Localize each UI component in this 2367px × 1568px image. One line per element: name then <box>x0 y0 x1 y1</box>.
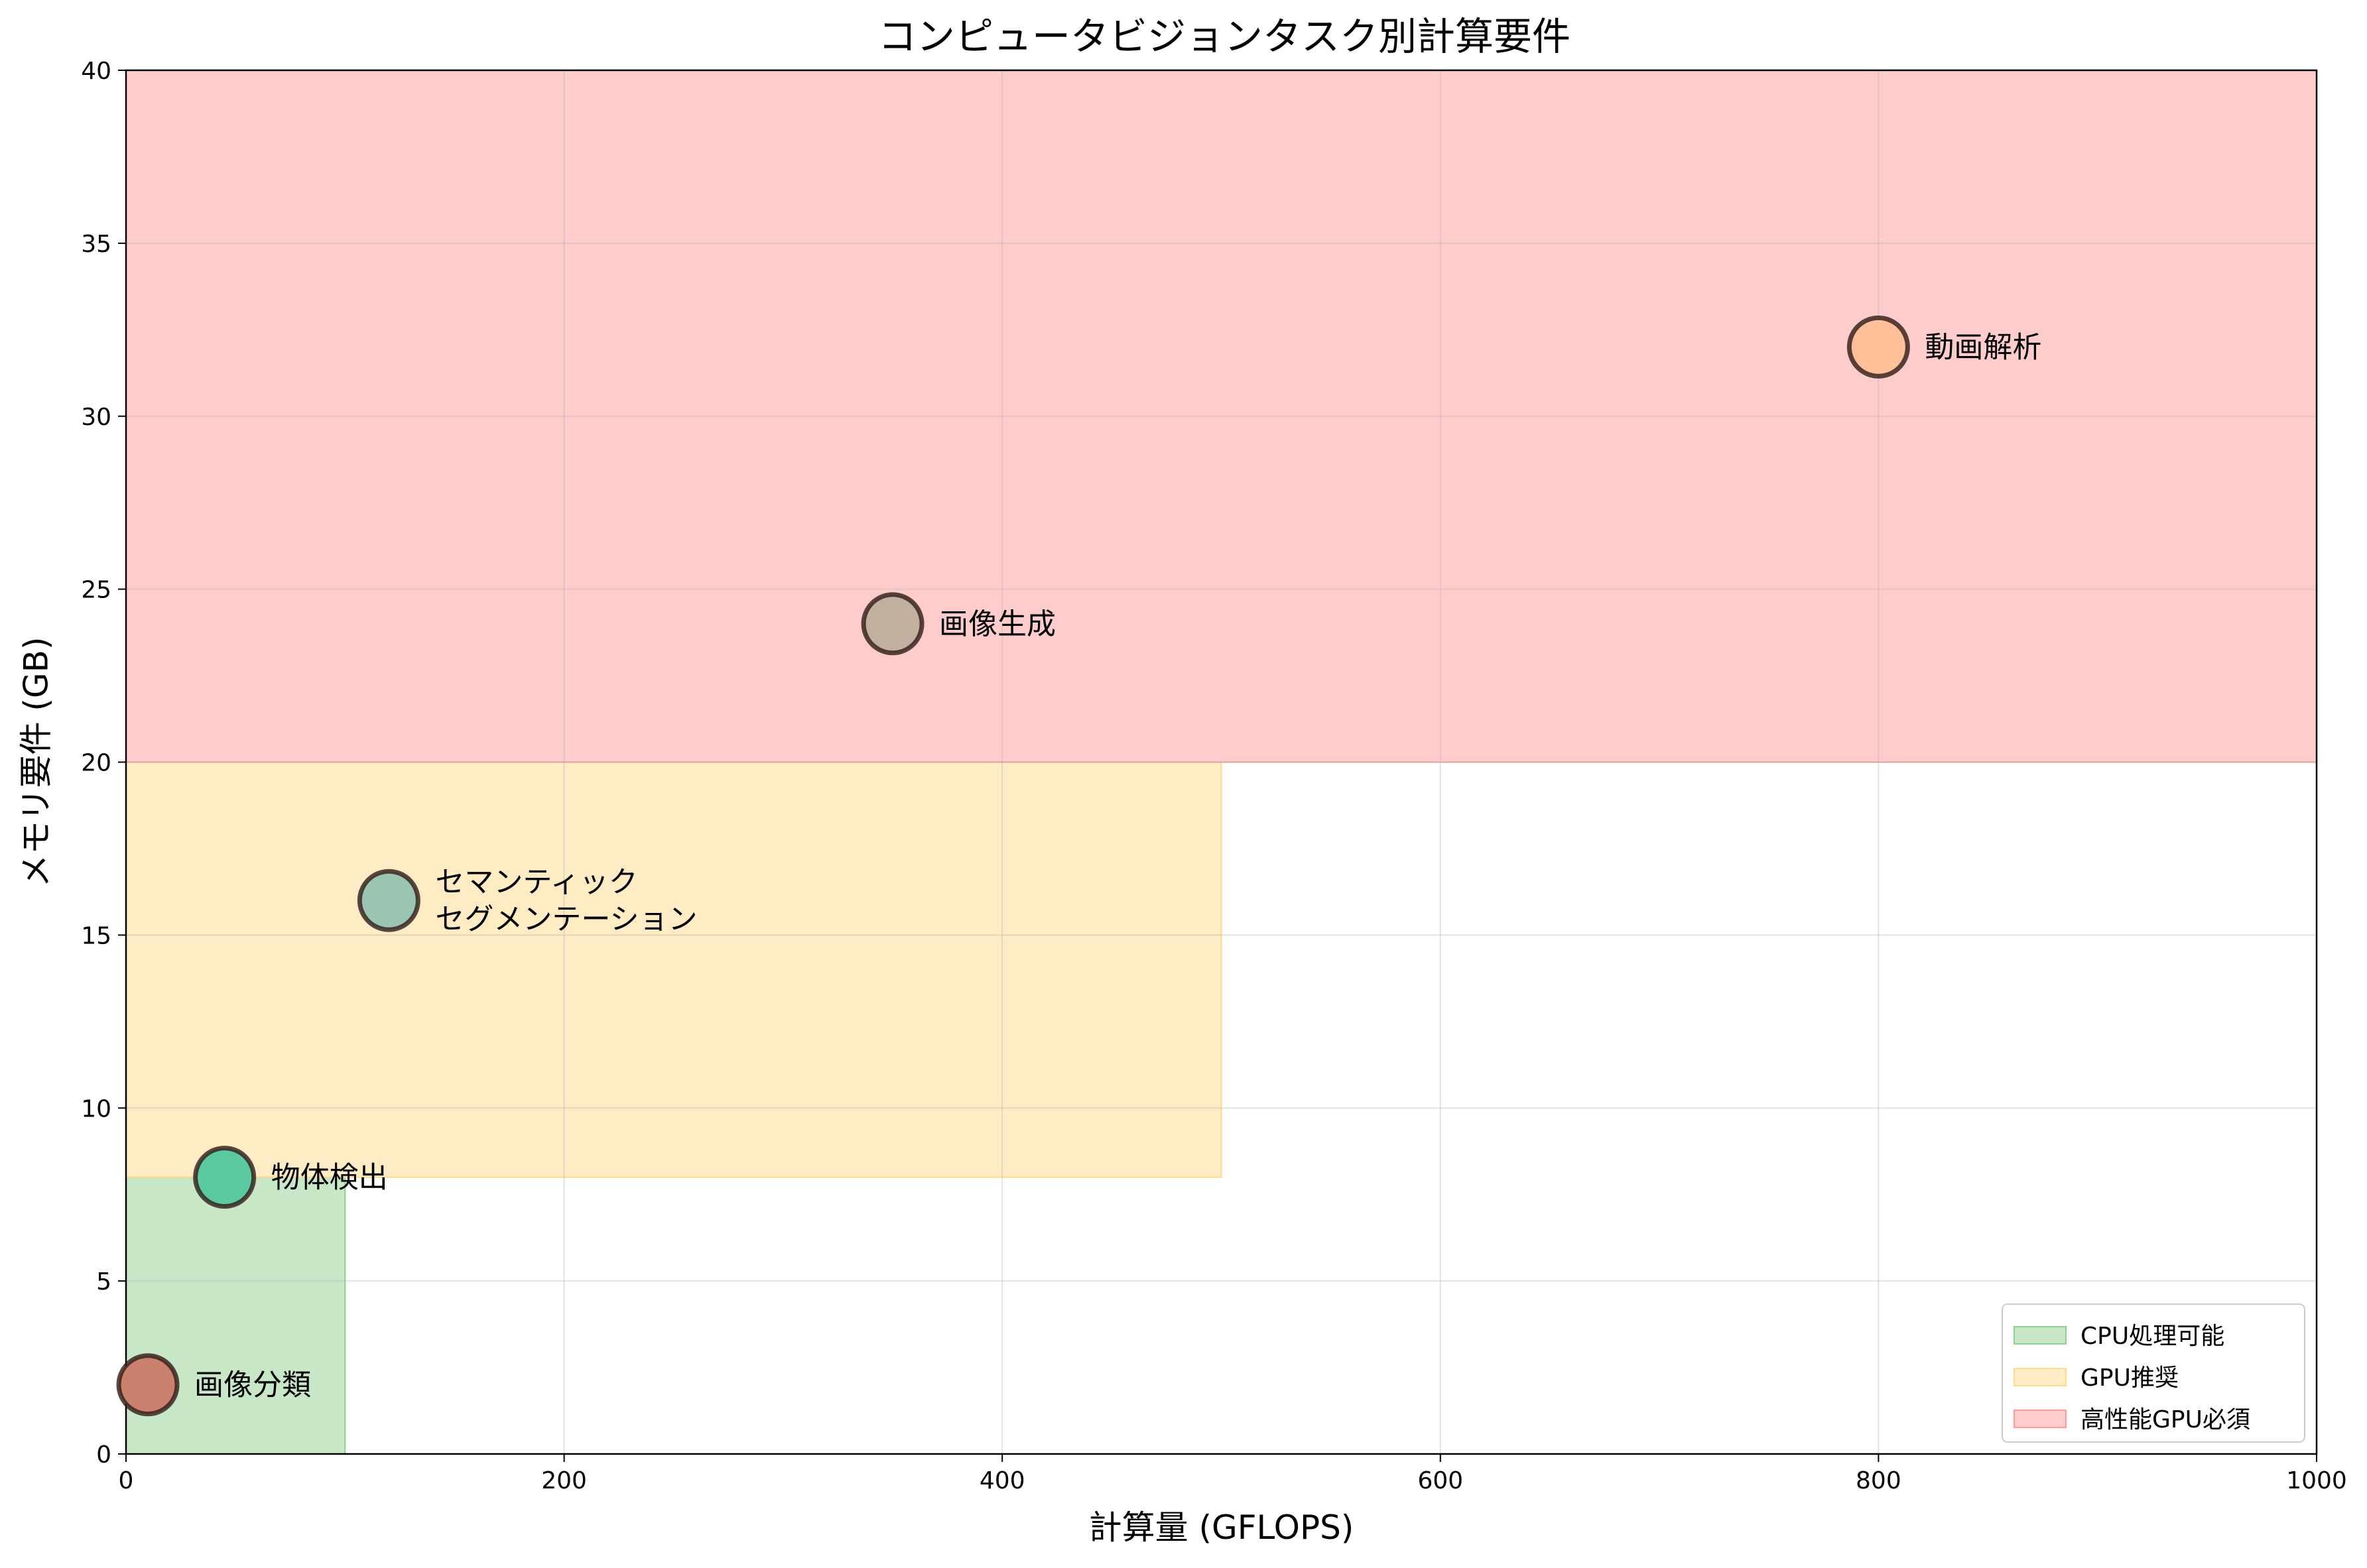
y-tick-label-8: 40 <box>81 58 111 85</box>
point-4 <box>1846 315 1910 379</box>
legend-swatch-0 <box>2014 1326 2067 1345</box>
legend-label-0: CPU処理可能 <box>2080 1323 2224 1350</box>
ticks-layer: 0 200 400 600 800 1000 0 5 10 15 20 25 30 35 40 <box>81 58 2347 1494</box>
x-tick-label-0: 0 <box>119 1467 134 1494</box>
y-tick-label-5: 25 <box>81 577 111 604</box>
y-tick-label-3: 15 <box>81 922 111 949</box>
x-tick-label-5: 1000 <box>2286 1467 2347 1494</box>
x-tick-label-4: 800 <box>1856 1467 1901 1494</box>
x-tick-label-1: 200 <box>541 1467 587 1494</box>
x-axis-label: 計算量 (GFLOPS) <box>1089 1508 1354 1547</box>
point-label-0: 画像分類 <box>194 1368 311 1402</box>
point-label-4: 動画解析 <box>1925 330 2041 364</box>
x-tick-label-2: 400 <box>980 1467 1025 1494</box>
x-tick-label-3: 600 <box>1417 1467 1463 1494</box>
legend-box <box>2002 1303 2305 1443</box>
legend-swatch-1 <box>2014 1368 2067 1386</box>
chart-title: コンピュータビジョンタスク別計算要件 <box>878 14 1570 59</box>
region-1 <box>125 761 1222 1178</box>
y-tick-label-1: 5 <box>96 1268 111 1296</box>
point-label-3: 画像生成 <box>939 607 1056 641</box>
legend-swatch-2 <box>2014 1410 2067 1428</box>
y-tick-label-2: 10 <box>81 1095 111 1122</box>
point-0 <box>116 1353 180 1417</box>
legend-label-2: 高性能GPU必須 <box>2080 1406 2250 1433</box>
legend-label-1: GPU推奨 <box>2080 1364 2179 1392</box>
y-tick-label-0: 0 <box>96 1441 111 1469</box>
y-tick-label-7: 35 <box>81 231 111 258</box>
y-tick-label-4: 20 <box>81 750 111 777</box>
point-1 <box>193 1146 257 1209</box>
y-tick-label-6: 30 <box>81 404 111 431</box>
point-label-2-0: セマンティック <box>435 865 637 899</box>
point-label-2-1: セグメンテーション <box>435 902 697 936</box>
point-2 <box>357 869 420 932</box>
y-axis-label: メモリ要件 (GB) <box>17 637 56 888</box>
point-3 <box>861 592 925 656</box>
regions-layer <box>125 70 2317 1455</box>
point-label-1: 物体検出 <box>271 1161 388 1195</box>
